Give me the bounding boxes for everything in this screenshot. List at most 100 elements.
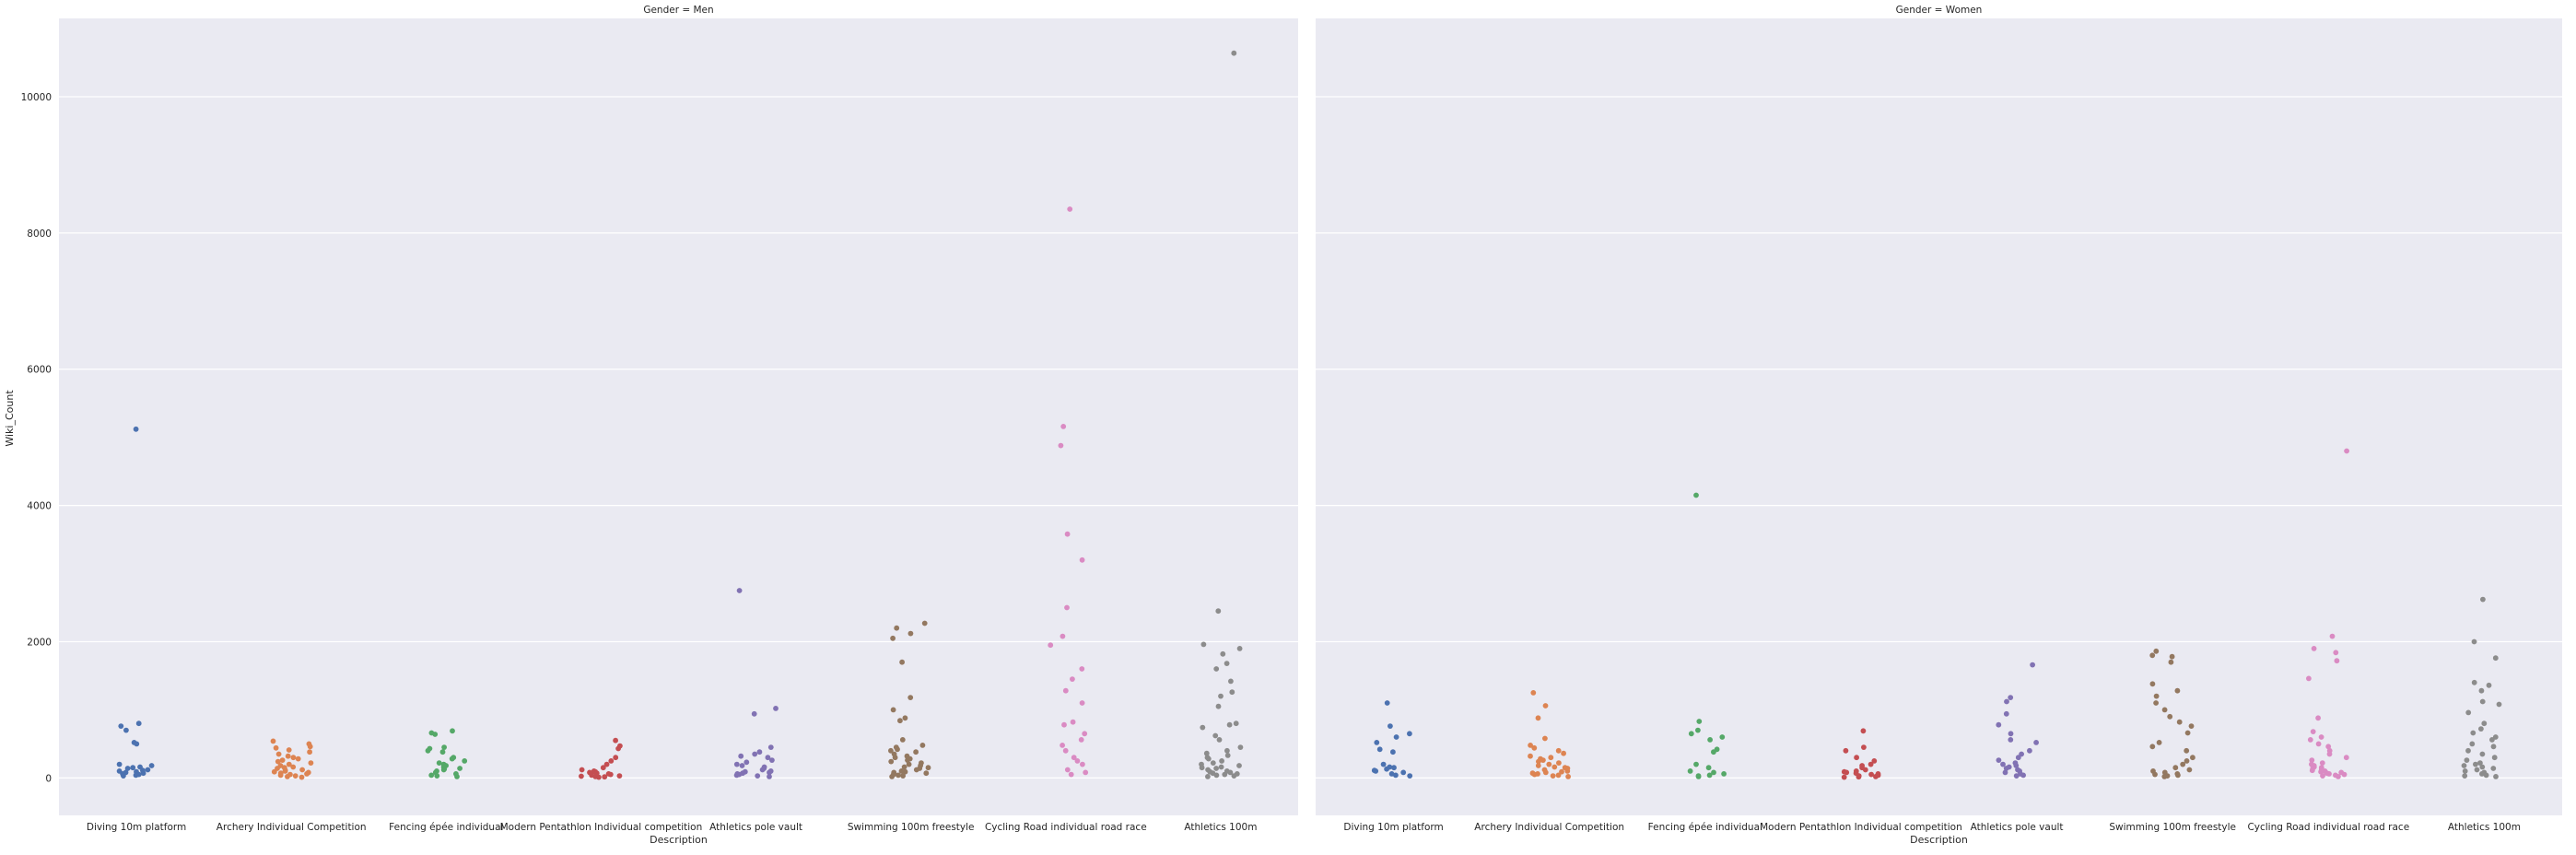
data-point [1546,761,1552,767]
data-point [1070,719,1076,725]
x-tick-label: Athletics 100m [2448,822,2521,833]
data-point [752,751,758,757]
y-tick-label: 6000 [27,365,52,376]
data-point [1695,727,1701,733]
data-point [2315,715,2322,721]
data-point [1542,735,1548,742]
data-point [2027,747,2032,754]
data-point [1068,771,1074,778]
data-point [123,727,129,733]
data-point [1844,769,1850,776]
data-point [2344,448,2350,454]
data-point [600,765,606,771]
data-point [1199,765,1205,771]
data-point [751,710,757,717]
data-point [767,769,772,776]
data-point [1856,774,1862,780]
data-point [2174,687,2181,694]
data-point [1218,764,1224,770]
data-point [1711,749,1716,755]
data-point [1228,678,1234,685]
x-tick-label: Diving 10m platform [1343,822,1443,833]
data-point [1213,666,1220,672]
data-point [896,772,901,779]
data-point [1531,744,1538,751]
data-point [2149,744,2156,750]
data-point [1205,755,1212,762]
x-tick-label: Athletics pole vault [1971,822,2064,833]
y-tick-label: 2000 [27,637,52,648]
data-point [1528,753,1533,759]
data-point [1213,766,1219,771]
data-point [615,745,621,752]
data-point [2479,764,2486,770]
data-point [890,707,896,713]
data-point [295,755,301,762]
data-point [902,768,908,775]
x-tick-label: Modern Pentathlon Individual competition [1760,822,1962,833]
data-point [2184,730,2191,736]
data-point [1721,771,1727,777]
data-point [1205,774,1211,779]
x-tick-label: Swimming 100m freestyle [2109,822,2236,833]
data-point [1215,703,1222,709]
data-point [2030,662,2036,668]
data-point [1058,442,1064,449]
data-point [434,773,440,779]
data-point [890,635,896,641]
data-point [2004,698,2009,705]
data-point [603,761,610,767]
data-point [2161,774,2168,779]
data-point [1071,755,1077,761]
data-point [1565,774,1571,779]
data-point [2479,698,2486,705]
data-point [919,743,926,748]
data-point [457,766,463,771]
data-point [1062,747,1069,754]
data-point [2020,772,2027,779]
data-point [1868,761,1874,767]
data-point [2470,730,2476,736]
data-point [1556,760,1562,766]
data-point [432,732,439,737]
data-point [462,758,468,764]
x-axis-label: Description [1910,834,1968,846]
data-point [1048,642,1054,649]
data-point [454,774,460,779]
data-point [135,720,142,727]
data-point [1868,771,1874,778]
data-point [1551,764,1558,770]
data-point [436,760,442,766]
data-point [901,764,907,770]
data-point [1705,765,1712,771]
data-point [1070,676,1075,682]
data-point [579,767,585,773]
data-point [733,761,740,767]
data-point [1060,424,1067,429]
data-point [1696,719,1703,724]
data-point [1996,721,2002,728]
data-point [744,759,750,766]
data-point [1555,747,1562,754]
data-point [1391,765,1397,771]
data-point [121,773,126,779]
data-point [1871,758,1878,764]
data-point [133,426,139,432]
data-point [2461,763,2467,768]
data-point [1220,650,1226,657]
data-point [1236,646,1243,651]
data-point [767,744,774,750]
data-point [1229,689,1235,696]
data-point [2318,734,2324,740]
data-point [2000,761,2006,767]
data-point [1706,772,1713,779]
x-tick-label: Archery Individual Competition [1474,822,1624,833]
data-point [1407,773,1413,779]
data-point [1550,773,1556,779]
data-point [1064,531,1071,537]
data-point [1224,747,1230,754]
data-point [1400,769,1407,776]
data-point [1688,731,1694,737]
data-point [2186,767,2193,773]
